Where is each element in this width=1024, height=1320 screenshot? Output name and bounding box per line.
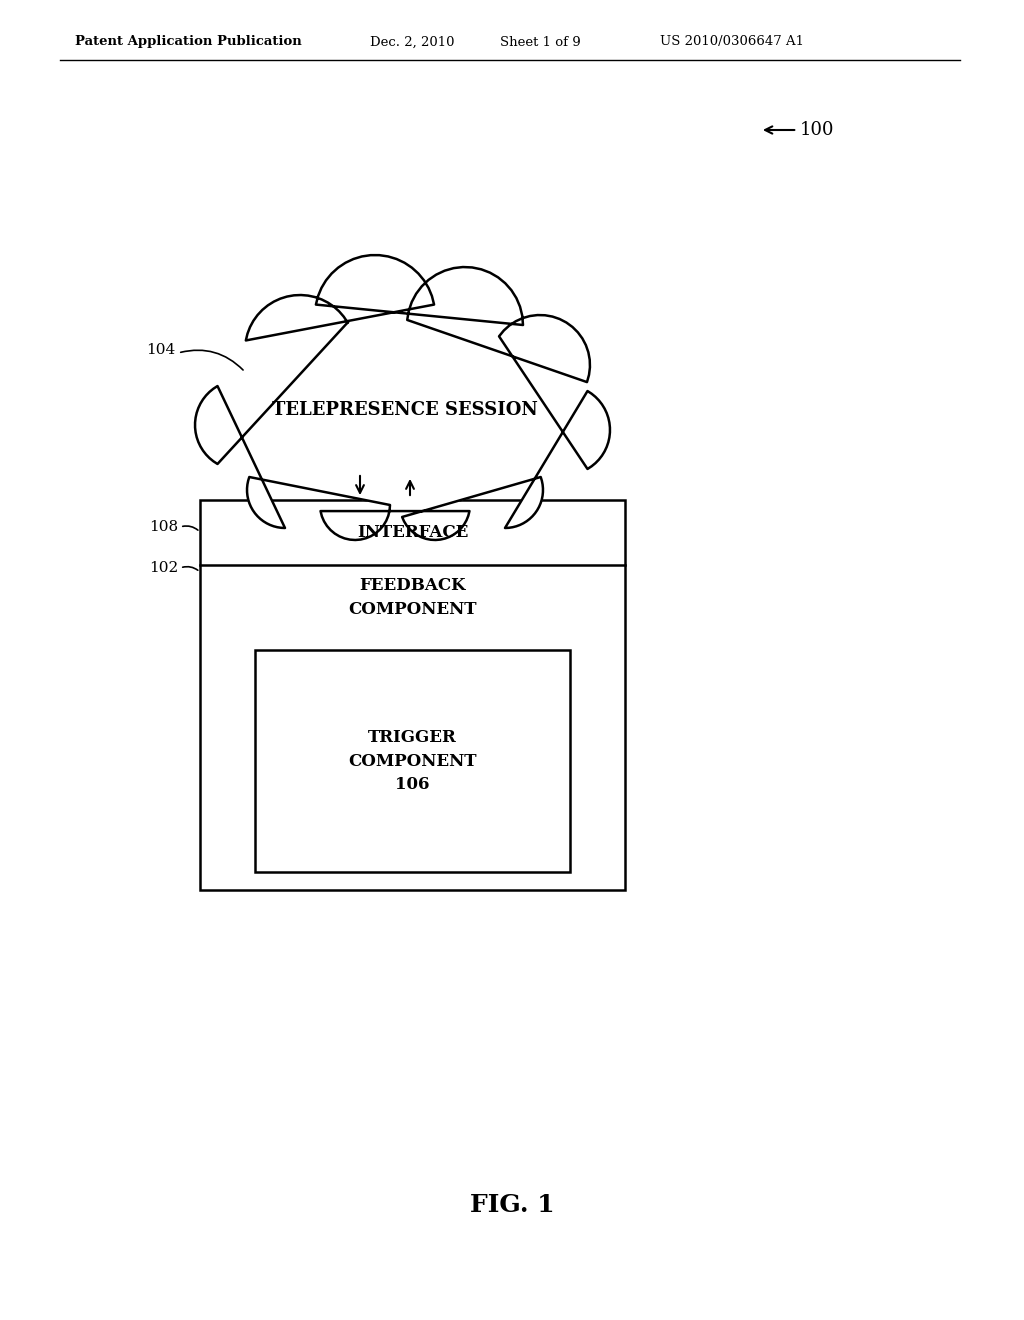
Bar (200, 500, 625, 890)
Text: Dec. 2, 2010: Dec. 2, 2010 (370, 36, 455, 49)
Text: Sheet 1 of 9: Sheet 1 of 9 (500, 36, 581, 49)
Polygon shape (195, 255, 610, 540)
Text: 102: 102 (148, 561, 178, 576)
Text: US 2010/0306647 A1: US 2010/0306647 A1 (660, 36, 804, 49)
Text: FEEDBACK
COMPONENT: FEEDBACK COMPONENT (348, 577, 477, 618)
Text: 100: 100 (765, 121, 835, 139)
Text: TELEPRESENCE SESSION: TELEPRESENCE SESSION (272, 401, 538, 418)
Text: 104: 104 (145, 343, 175, 356)
Bar (255, 649, 570, 873)
Text: Patent Application Publication: Patent Application Publication (75, 36, 302, 49)
Text: FIG. 1: FIG. 1 (470, 1193, 554, 1217)
Text: TRIGGER
COMPONENT
106: TRIGGER COMPONENT 106 (348, 729, 477, 793)
Text: 108: 108 (148, 520, 178, 535)
Text: INTERFACE: INTERFACE (356, 524, 468, 541)
